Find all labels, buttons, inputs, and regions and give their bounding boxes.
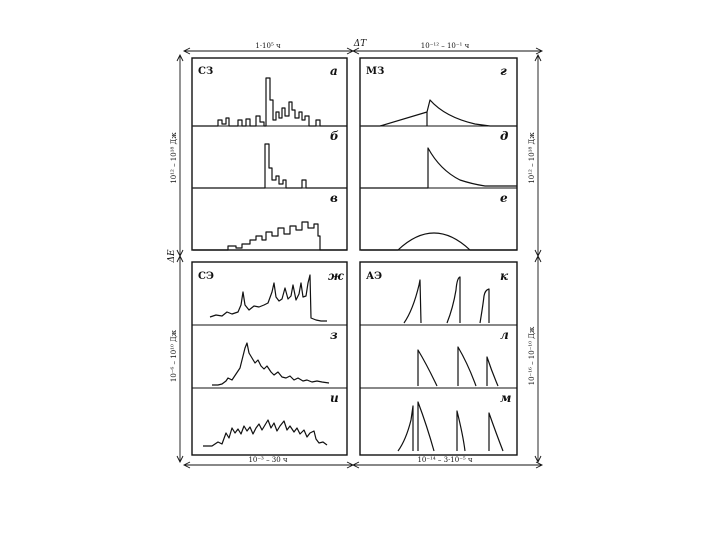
panel-letter-a: а <box>330 64 338 78</box>
panel-letter-d: д <box>500 129 508 143</box>
panel-letter-v: в <box>330 191 338 205</box>
dim-bottom-left: 10⁻³ – 30 ч <box>248 456 287 464</box>
quadrant-sz-frame <box>191 57 348 251</box>
dim-top-right: 10⁻¹² – 10⁻¹ ч <box>421 42 470 50</box>
quadrant-mz-frame <box>359 57 518 251</box>
trace-panel-l <box>417 346 499 387</box>
dim-right-upper: 10¹² – 10¹⁸ Дж <box>528 132 536 184</box>
row-dividers <box>192 125 517 389</box>
quadrant-se-frame <box>191 261 348 456</box>
dimension-arrows <box>176 47 544 469</box>
panel-letter-zh: ж <box>328 269 344 283</box>
quadrant-label-ae: АЭ <box>366 271 382 282</box>
trace-panel-d <box>361 147 517 189</box>
quadrant-label-mz: МЗ <box>366 66 384 77</box>
panel-letter-e: е <box>500 191 508 205</box>
trace-panel-g <box>361 99 517 127</box>
trace-panel-a <box>193 77 347 127</box>
dim-left-center: ΔE <box>167 249 177 263</box>
quadrant-label-sz: СЗ <box>198 66 213 77</box>
panel-letter-i: и <box>330 391 339 405</box>
panel-letter-z: з <box>330 328 338 342</box>
trace-panel-b <box>193 143 347 189</box>
panel-letter-b: б <box>330 129 339 143</box>
dim-bottom-right: 10⁻¹⁴ – 3·10⁻⁵ ч <box>417 456 472 464</box>
panel-letter-m: м <box>500 391 511 405</box>
trace-panel-z <box>212 342 330 386</box>
trace-panel-m <box>397 401 504 452</box>
quadrant-ae-frame <box>359 261 518 456</box>
panel-letter-l: л <box>500 328 509 342</box>
dim-right-lower: 10⁻¹⁶ – 10⁻¹⁰ Дж <box>528 326 536 385</box>
trace-panel-v <box>193 221 347 251</box>
dim-top-center: ΔT <box>353 39 367 49</box>
trace-panel-zh <box>209 274 327 322</box>
trace-panel-e <box>361 232 517 251</box>
dim-left-lower: 10⁻⁶ – 10¹⁰ Дж <box>170 329 178 382</box>
panel-letter-k: к <box>500 269 509 283</box>
dim-top-left: 1·10⁵ ч <box>255 42 281 50</box>
dim-left-upper: 10¹² – 10¹⁸ Дж <box>170 132 178 184</box>
trace-panel-k <box>403 276 490 324</box>
quadrant-label-se: СЭ <box>198 271 214 282</box>
trace-panel-i <box>203 419 328 447</box>
panel-letter-g: г <box>500 64 507 78</box>
